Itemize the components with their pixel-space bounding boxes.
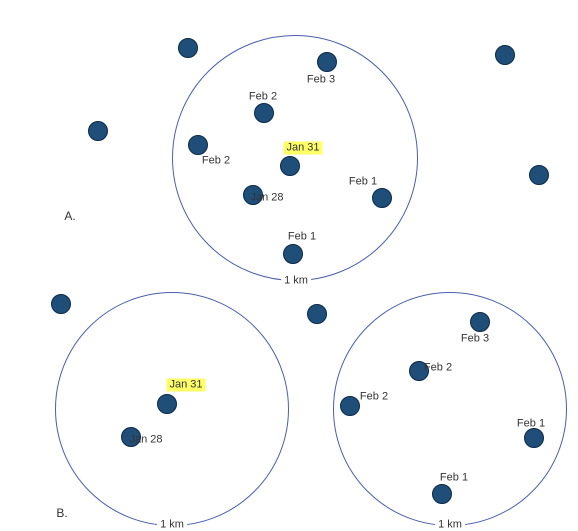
data-point — [372, 188, 392, 208]
data-point — [88, 121, 108, 141]
data-point-label-highlight: Jan 31 — [166, 379, 205, 392]
data-point-label: Feb 1 — [440, 473, 468, 484]
diagram-stage: 1 km 1 km 1 km Feb 3 Feb 2 Feb 2 Jan 31 Jan 28 F… — [0, 0, 578, 531]
data-point — [524, 428, 544, 448]
data-point-label: Feb 1 — [288, 232, 316, 243]
data-point — [178, 38, 198, 58]
radius-label: 1 km — [435, 520, 465, 531]
data-point — [157, 394, 177, 414]
data-point — [432, 484, 452, 504]
data-point — [188, 135, 208, 155]
data-point — [280, 156, 300, 176]
data-point — [51, 294, 71, 314]
data-point-label: Feb 2 — [360, 392, 388, 403]
data-point — [283, 244, 303, 264]
data-point-label: Feb 3 — [307, 75, 335, 86]
data-point-label: Feb 2 — [249, 92, 277, 103]
data-point — [470, 312, 490, 332]
data-point — [340, 396, 360, 416]
section-label: A. — [64, 210, 75, 222]
data-point — [495, 45, 515, 65]
data-point-label: Jan 28 — [250, 193, 283, 204]
data-point-label: Feb 1 — [349, 177, 377, 188]
data-point-label: Feb 1 — [517, 419, 545, 430]
data-point-label: Feb 3 — [461, 334, 489, 345]
radius-label: 1 km — [157, 520, 187, 531]
data-point-label: Feb 2 — [202, 156, 230, 167]
section-label: B. — [56, 507, 67, 519]
data-point — [529, 165, 549, 185]
data-point — [307, 304, 327, 324]
data-point-label-highlight: Jan 31 — [283, 142, 322, 155]
data-point-label: Jan 28 — [129, 435, 162, 446]
data-point — [254, 103, 274, 123]
data-point — [317, 52, 337, 72]
radius-label: 1 km — [281, 276, 311, 287]
data-point-label: Feb 2 — [424, 363, 452, 374]
